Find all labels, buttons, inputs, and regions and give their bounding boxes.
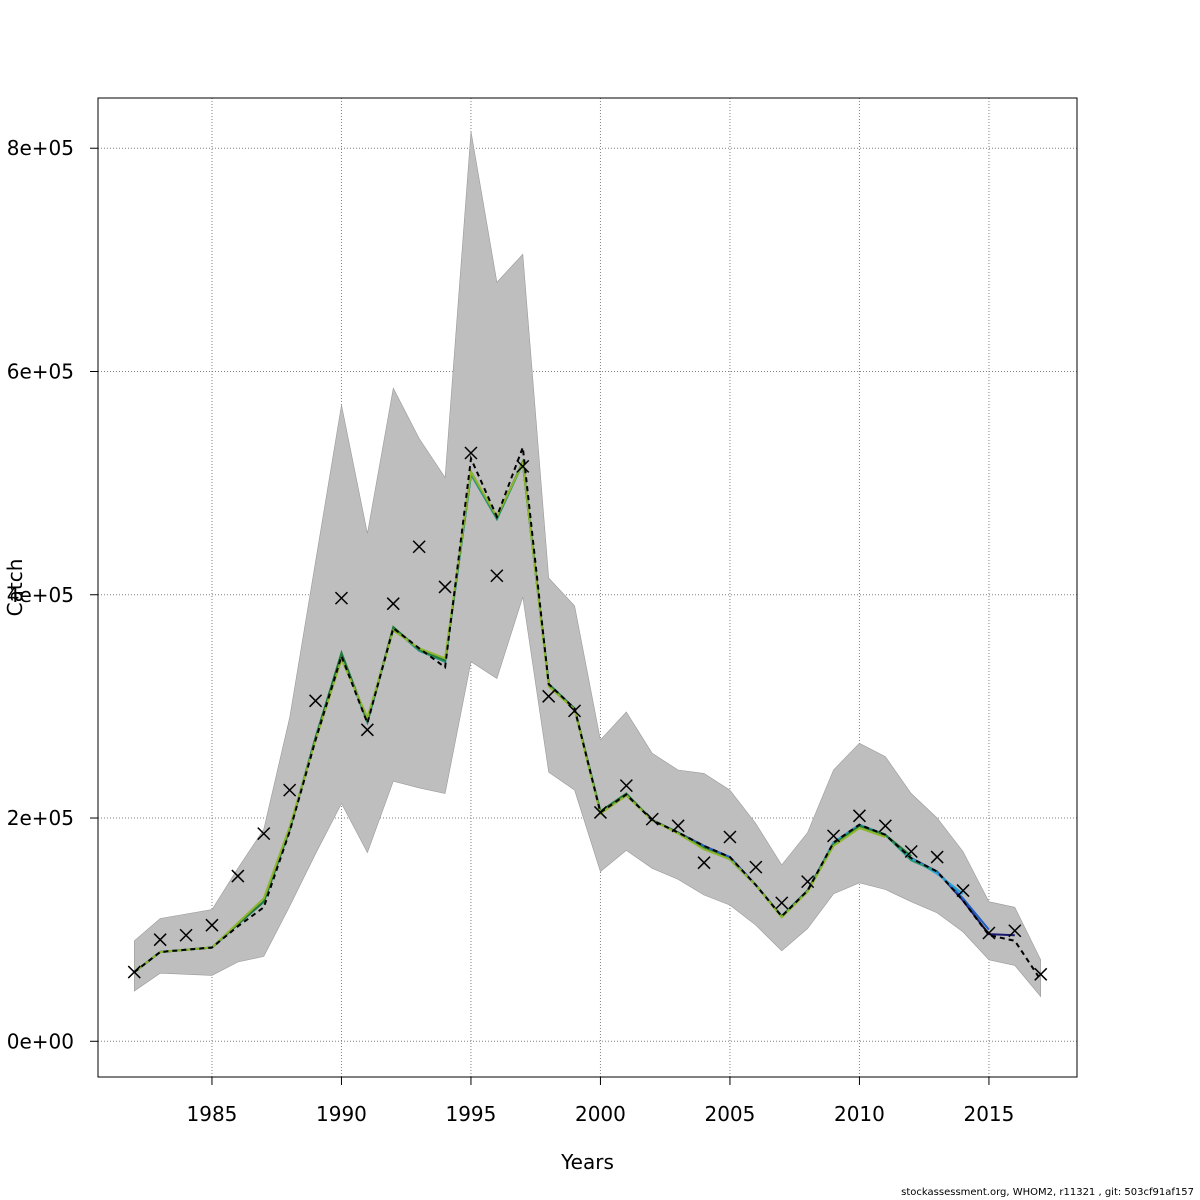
x-axis: 1985 1990 1995 2000 2005 2010 2015	[187, 1077, 1014, 1126]
y-axis-label: Catch	[3, 559, 27, 617]
observed-point	[775, 896, 789, 910]
observed-point	[1034, 967, 1048, 981]
observed-point	[153, 933, 167, 947]
observed-point	[619, 779, 633, 793]
observed-point	[309, 694, 323, 708]
observed-point	[852, 809, 866, 823]
observed-point	[671, 819, 685, 833]
x-tick-label: 2000	[575, 1102, 626, 1126]
observed-point	[386, 597, 400, 611]
x-tick-label: 1995	[445, 1102, 496, 1126]
observed-point	[438, 580, 452, 594]
footer-credit: stockassessment.org, WHOM2, r11321 , git…	[901, 1187, 1194, 1198]
x-tick-label: 1990	[316, 1102, 367, 1126]
observed-point	[464, 446, 478, 460]
observed-point	[334, 591, 348, 605]
observed-point	[593, 805, 607, 819]
observed-point	[697, 856, 711, 870]
x-tick-label: 2010	[834, 1102, 885, 1126]
observed-point	[179, 928, 193, 942]
observed-point	[542, 689, 556, 703]
observed-point	[1008, 924, 1022, 938]
observed-point	[231, 869, 245, 883]
observed-point	[801, 875, 815, 889]
observed-point	[749, 860, 763, 874]
confidence-band	[134, 131, 1041, 998]
y-tick-label: 2e+05	[7, 806, 74, 830]
y-tick-label: 0e+00	[7, 1029, 74, 1053]
x-tick-label: 2005	[704, 1102, 755, 1126]
observed-point	[827, 829, 841, 843]
observed-point	[878, 819, 892, 833]
observed-point	[723, 830, 737, 844]
main-estimate-line	[133, 447, 1042, 981]
observed-point	[412, 540, 426, 554]
observed-point	[930, 850, 944, 864]
observed-point	[490, 569, 504, 583]
x-axis-label: Years	[560, 1150, 614, 1174]
plot-frame	[97, 97, 1078, 1078]
observed-point	[982, 926, 996, 940]
observed-point	[956, 884, 970, 898]
observed-point	[645, 812, 659, 826]
observed-point	[516, 459, 530, 473]
observed-point	[360, 723, 374, 737]
observed-points	[127, 446, 1048, 981]
observed-point	[568, 704, 582, 718]
observed-point	[283, 783, 297, 797]
x-tick-label: 2015	[963, 1102, 1014, 1126]
observed-point	[205, 918, 219, 932]
y-axis: 0e+00 2e+05 4e+05 6e+05 8e+05	[7, 136, 98, 1053]
observed-point	[127, 965, 141, 979]
observed-point	[257, 827, 271, 841]
y-tick-label: 4e+05	[7, 583, 74, 607]
y-tick-label: 8e+05	[7, 136, 74, 160]
observed-point	[904, 844, 918, 859]
y-tick-label: 6e+05	[7, 359, 74, 383]
x-tick-label: 1985	[187, 1102, 238, 1126]
